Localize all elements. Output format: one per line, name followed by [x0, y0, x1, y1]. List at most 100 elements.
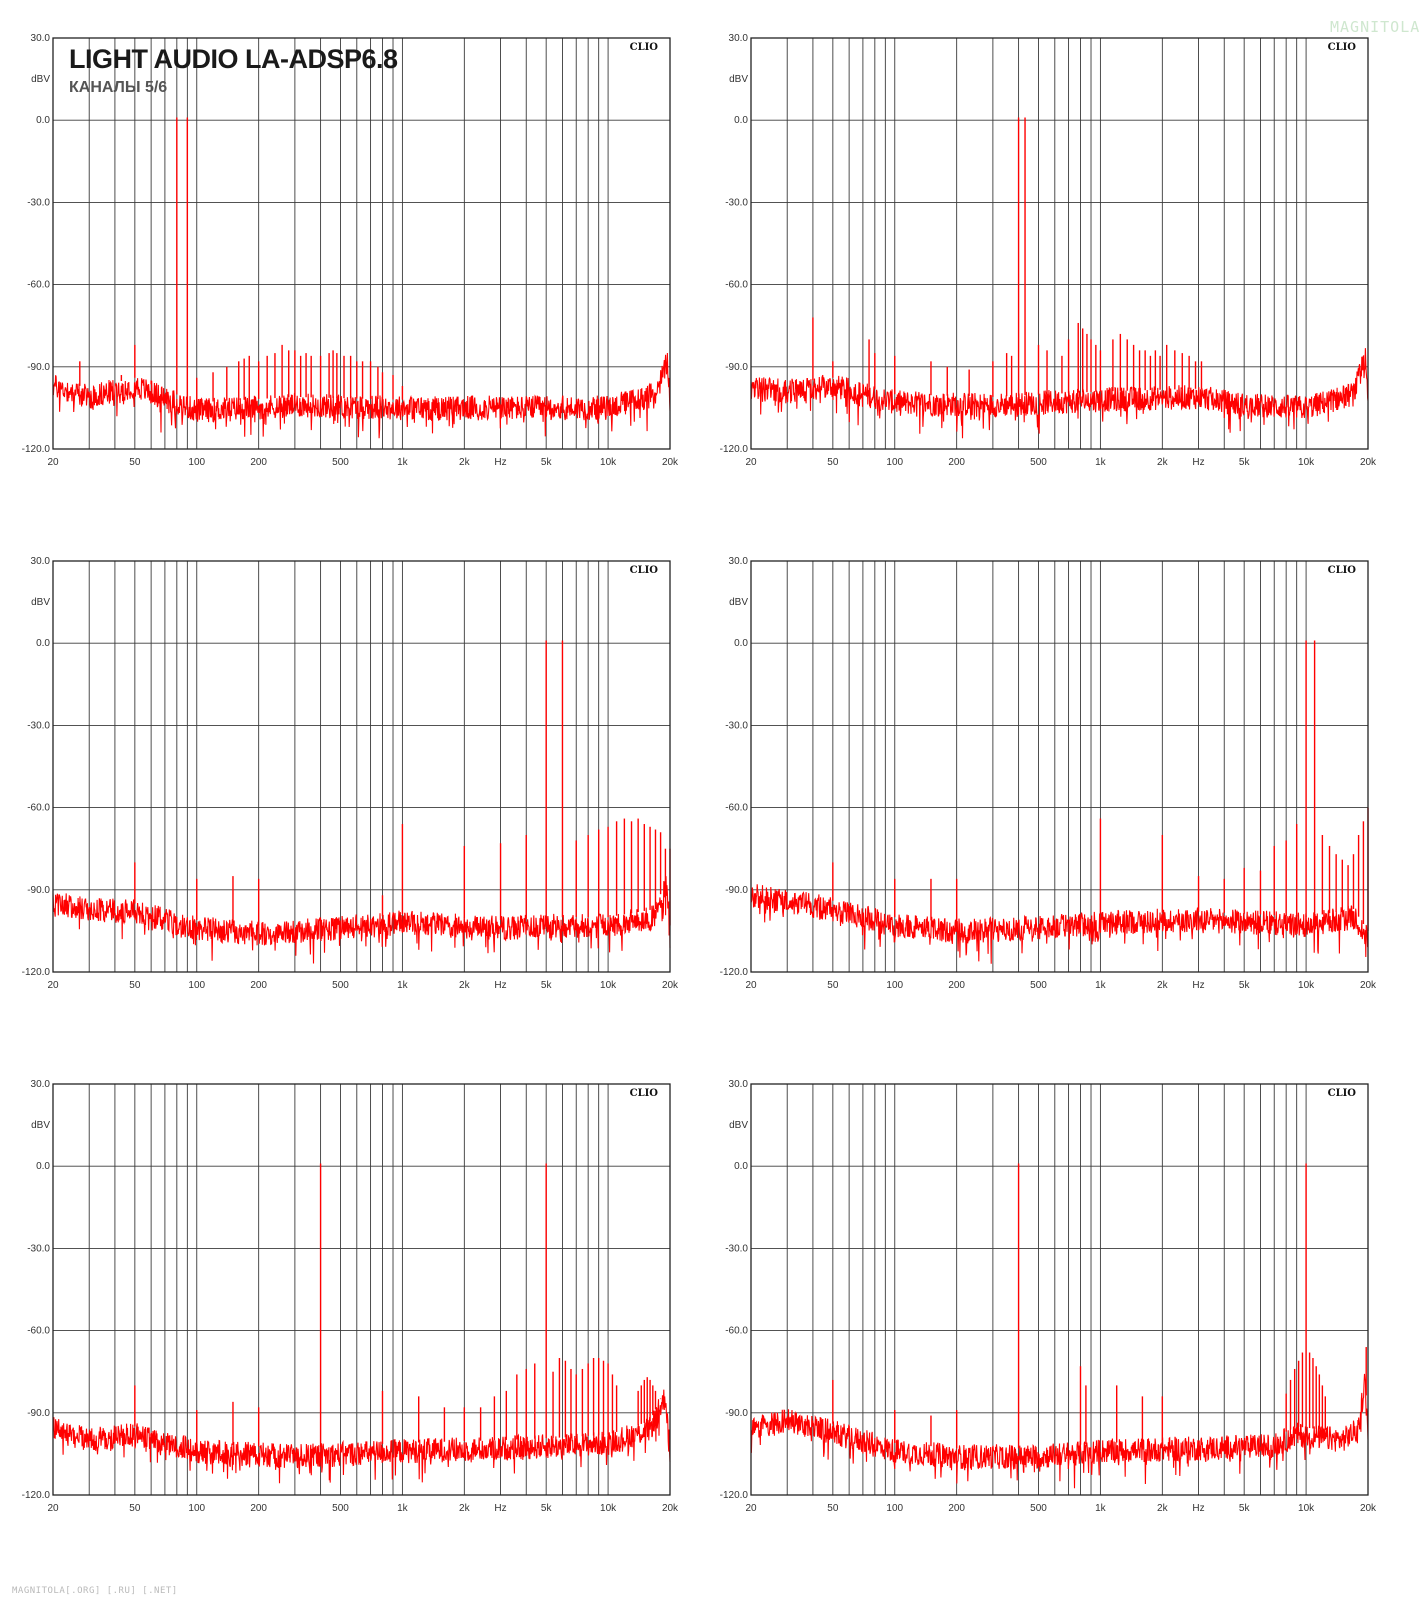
- clio-badge: CLIO: [1328, 42, 1357, 53]
- spectrum-chart: 30.0 0.0 -30.0 -60.0 -90.0 -120.0 dBV 20 50 100 20…: [720, 1079, 1377, 1514]
- spectrum-panel-2: 30.0 0.0 -30.0 -60.0 -90.0 -120.0 dBV 20 50 100 20…: [718, 30, 1408, 528]
- x-tick-label: 20k: [662, 980, 679, 991]
- spectrum-panel-3: 30.0 0.0 -30.0 -60.0 -90.0 -120.0 dBV 20 50 100 20…: [20, 553, 710, 1051]
- x-tick-label: 500: [1030, 1503, 1047, 1514]
- x-tick-label: 10k: [1298, 457, 1315, 468]
- y-tick-label: -90.0: [27, 885, 50, 896]
- y-axis-label: dBV: [729, 597, 748, 608]
- x-axis-label: Hz: [494, 1503, 506, 1514]
- x-tick-label: 20: [47, 457, 59, 468]
- noise-floor-trace: [52, 1389, 671, 1484]
- x-tick-label: 500: [1030, 457, 1047, 468]
- x-tick-label: 5k: [541, 1503, 553, 1514]
- clio-badge: CLIO: [1328, 1088, 1357, 1099]
- x-tick-label: 50: [129, 1503, 141, 1514]
- x-tick-label: 200: [250, 457, 267, 468]
- y-tick-label: -30.0: [27, 197, 50, 208]
- y-tick-label: -90.0: [725, 362, 748, 373]
- y-tick-label: -30.0: [725, 197, 748, 208]
- plot-frame: [52, 1083, 671, 1496]
- x-tick-label: 50: [827, 457, 839, 468]
- y-tick-label: -60.0: [27, 1326, 50, 1337]
- x-tick-label: 20: [745, 1503, 757, 1514]
- spectrum-chart: 30.0 0.0 -30.0 -60.0 -90.0 -120.0 dBV 20 50 100 20…: [22, 1079, 679, 1514]
- x-tick-label: 1k: [1095, 980, 1107, 991]
- y-tick-label: -60.0: [725, 1326, 748, 1337]
- y-tick-label: 0.0: [36, 1161, 50, 1172]
- y-tick-label: 30.0: [729, 1079, 749, 1090]
- y-tick-label: 30.0: [31, 556, 51, 567]
- x-axis-label: Hz: [1192, 457, 1204, 468]
- y-tick-label: -90.0: [27, 362, 50, 373]
- y-tick-label: -120.0: [720, 444, 749, 455]
- y-axis-label: dBV: [729, 1120, 748, 1131]
- spectrum-chart: 30.0 0.0 -30.0 -60.0 -90.0 -120.0 dBV 20 50 100 20…: [22, 556, 679, 991]
- noise-floor-trace: [750, 348, 1369, 439]
- y-tick-label: -120.0: [720, 1490, 749, 1501]
- x-tick-label: 2k: [459, 980, 471, 991]
- plot-frame: [750, 560, 1369, 973]
- y-tick-label: 0.0: [734, 638, 748, 649]
- spectrum-chart: 30.0 0.0 -30.0 -60.0 -90.0 -120.0 dBV 20 50 100 20…: [22, 33, 679, 468]
- spectrum-panel-6: 30.0 0.0 -30.0 -60.0 -90.0 -120.0 dBV 20 50 100 20…: [718, 1076, 1408, 1574]
- y-tick-label: 0.0: [36, 638, 50, 649]
- x-tick-label: 200: [250, 980, 267, 991]
- spectrum-chart: 30.0 0.0 -30.0 -60.0 -90.0 -120.0 dBV 20 50 100 20…: [720, 33, 1377, 468]
- x-tick-label: 2k: [1157, 1503, 1169, 1514]
- x-axis-label: Hz: [1192, 1503, 1204, 1514]
- product-title: LIGHT AUDIO LA-ADSP6.8: [69, 44, 398, 74]
- y-tick-label: -60.0: [27, 803, 50, 814]
- y-tick-label: 0.0: [734, 1161, 748, 1172]
- x-tick-label: 2k: [459, 1503, 471, 1514]
- x-tick-label: 1k: [397, 980, 409, 991]
- x-tick-label: 20k: [1360, 1503, 1377, 1514]
- x-tick-label: 5k: [541, 980, 553, 991]
- x-axis-label: Hz: [1192, 980, 1204, 991]
- y-axis-label: dBV: [31, 1120, 50, 1131]
- x-tick-label: 200: [250, 1503, 267, 1514]
- x-tick-label: 200: [948, 980, 965, 991]
- x-tick-label: 10k: [600, 980, 617, 991]
- plot-frame: [52, 37, 671, 450]
- x-tick-label: 50: [129, 980, 141, 991]
- y-tick-label: 0.0: [36, 115, 50, 126]
- y-tick-label: -30.0: [725, 1243, 748, 1254]
- y-tick-label: -120.0: [22, 967, 51, 978]
- x-tick-label: 10k: [600, 457, 617, 468]
- y-tick-label: -60.0: [725, 280, 748, 291]
- x-tick-label: 10k: [1298, 1503, 1315, 1514]
- y-tick-label: 30.0: [729, 33, 749, 44]
- clio-badge: CLIO: [630, 1088, 659, 1099]
- clio-badge: CLIO: [630, 42, 659, 53]
- footer-credit: MAGNITOLA[.ORG] [.RU] [.NET]: [12, 1586, 178, 1596]
- x-tick-label: 20: [745, 980, 757, 991]
- y-tick-label: 0.0: [734, 115, 748, 126]
- plot-frame: [750, 37, 1369, 450]
- site-watermark: MAGNITOLA: [1330, 18, 1421, 36]
- x-tick-label: 50: [129, 457, 141, 468]
- x-tick-label: 1k: [1095, 1503, 1107, 1514]
- y-tick-label: 30.0: [31, 33, 51, 44]
- y-tick-label: -120.0: [720, 967, 749, 978]
- x-tick-label: 20k: [662, 1503, 679, 1514]
- x-tick-label: 2k: [1157, 457, 1169, 468]
- x-tick-label: 100: [886, 1503, 903, 1514]
- y-axis-label: dBV: [31, 74, 50, 85]
- x-tick-label: 20k: [1360, 457, 1377, 468]
- x-tick-label: 50: [827, 980, 839, 991]
- y-tick-label: -30.0: [725, 720, 748, 731]
- x-axis-label: Hz: [494, 457, 506, 468]
- noise-floor-trace: [52, 876, 671, 964]
- noise-floor-trace: [52, 352, 671, 439]
- y-axis-label: dBV: [31, 597, 50, 608]
- clio-badge: CLIO: [1328, 565, 1357, 576]
- x-tick-label: 5k: [1239, 457, 1251, 468]
- y-tick-label: -120.0: [22, 444, 51, 455]
- y-tick-label: 30.0: [729, 556, 749, 567]
- x-axis-label: Hz: [494, 980, 506, 991]
- x-tick-label: 500: [332, 1503, 349, 1514]
- y-tick-label: 30.0: [31, 1079, 51, 1090]
- x-tick-label: 50: [827, 1503, 839, 1514]
- plot-frame: [750, 1083, 1369, 1496]
- x-tick-label: 2k: [459, 457, 471, 468]
